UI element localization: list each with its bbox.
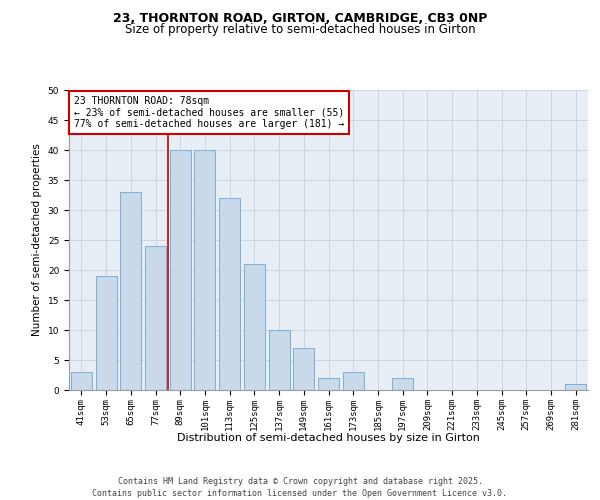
Bar [343,372,364,390]
Text: Contains HM Land Registry data © Crown copyright and database right 2025.
Contai: Contains HM Land Registry data © Crown c… [92,476,508,498]
Bar [95,276,116,390]
Bar [145,246,166,390]
Bar [293,348,314,390]
Bar [565,384,586,390]
Bar [170,150,191,390]
Text: 23 THORNTON ROAD: 78sqm
← 23% of semi-detached houses are smaller (55)
77% of se: 23 THORNTON ROAD: 78sqm ← 23% of semi-de… [74,96,344,129]
Bar [71,372,92,390]
Text: 23, THORNTON ROAD, GIRTON, CAMBRIDGE, CB3 0NP: 23, THORNTON ROAD, GIRTON, CAMBRIDGE, CB… [113,12,487,26]
Bar [318,378,339,390]
Bar [120,192,141,390]
X-axis label: Distribution of semi-detached houses by size in Girton: Distribution of semi-detached houses by … [177,432,480,442]
Bar [219,198,240,390]
Bar [244,264,265,390]
Bar [194,150,215,390]
Y-axis label: Number of semi-detached properties: Number of semi-detached properties [32,144,42,336]
Text: Size of property relative to semi-detached houses in Girton: Size of property relative to semi-detach… [125,22,475,36]
Bar [269,330,290,390]
Bar [392,378,413,390]
